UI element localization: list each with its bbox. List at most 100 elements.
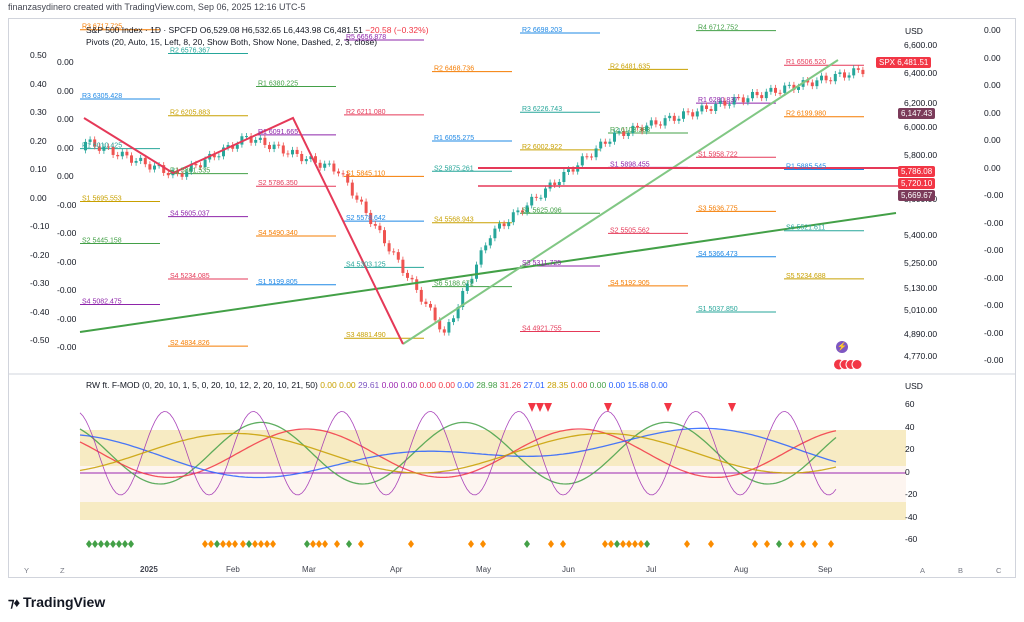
signal-marker (202, 540, 208, 548)
corner-button-right[interactable]: A (920, 566, 926, 575)
signal-marker (620, 540, 626, 548)
candle (488, 238, 492, 246)
candle (838, 72, 842, 74)
price-tag-symbol: SPX (879, 58, 898, 67)
candle (695, 111, 699, 117)
candle (824, 75, 828, 81)
rw-legend-value: 0.00 (568, 380, 588, 390)
currency-label: USD (905, 26, 923, 36)
signal-marker (346, 540, 352, 548)
x-axis-label: 2025 (140, 565, 158, 574)
candle (465, 283, 469, 291)
pivot-label: S4 5568.943 (434, 217, 474, 224)
left-axis-label: -0.50 (30, 335, 50, 345)
signal-marker (226, 540, 232, 548)
rw-legend-value: 0.00 (587, 380, 607, 390)
candle (622, 131, 626, 136)
right-axis-far: 0.00 (984, 107, 1001, 118)
candle (599, 141, 603, 149)
pivots-legend[interactable]: Pivots (20, Auto, 15, Left, 8, 20, Show … (86, 37, 378, 47)
signal-marker (264, 540, 270, 548)
right-axis-far: 0.00 (984, 52, 1001, 63)
left-axis-inner-label: 0.00 (57, 57, 74, 67)
candle (116, 154, 120, 157)
signal-marker (246, 540, 252, 548)
candle (111, 146, 115, 155)
signal-marker (304, 540, 310, 548)
candle (571, 169, 575, 172)
rw-legend-value: 0.00 (336, 380, 356, 390)
candle (452, 318, 455, 323)
right-axis-far: -0.00 (984, 355, 1004, 365)
candle (387, 243, 391, 252)
price-chart[interactable]: R3 6717.725 R4 6712.752 R2 6698.203 R5 6656… (8, 18, 1016, 578)
corner-button-right[interactable]: B (958, 566, 964, 575)
candle (856, 68, 860, 70)
candle (314, 156, 317, 163)
rw-legend-value: 0.00 (379, 380, 399, 390)
candle (806, 80, 810, 83)
candle (617, 131, 621, 133)
brand-logo: ⁊♦ TradingView (8, 594, 105, 611)
pivot-label: S1 5625.096 (522, 207, 562, 214)
currency-label-indicator: USD (905, 381, 923, 391)
pivot-label: R1 6091.665 (258, 129, 298, 136)
candle (429, 303, 432, 308)
pivot-label: S2 5505.562 (610, 227, 650, 234)
right-axis-price: 4,890.00 (904, 329, 938, 339)
candle (737, 97, 741, 99)
pivot-label: S1 5845.110 (346, 170, 385, 177)
corner-button-left[interactable]: Y (24, 566, 30, 575)
rw-legend-value: 28.35 (544, 380, 569, 390)
signal-marker (214, 540, 220, 548)
candle (162, 165, 166, 173)
rw-legend[interactable]: RW ft. F-MOD (0, 20, 10, 1, 5, 0, 20, 10… (86, 380, 668, 390)
corner-button-left[interactable]: Z (60, 566, 65, 575)
candle (700, 105, 704, 112)
candle (553, 182, 557, 185)
signal-marker (614, 540, 620, 548)
candle (640, 127, 644, 132)
x-axis-label: May (476, 565, 492, 574)
candle (130, 155, 133, 163)
pivot-label: S3 5311.725 (522, 260, 561, 267)
signal-marker (608, 540, 614, 548)
signal-marker (310, 540, 316, 548)
rw-legend-value: 29.61 (355, 380, 380, 390)
signal-marker (548, 540, 554, 548)
candle (419, 289, 423, 302)
right-axis-price: 6,200.00 (904, 98, 938, 108)
candle (199, 165, 202, 168)
rw-axis-label: 60 (905, 399, 915, 409)
pivot-label: R2 6481.635 (610, 63, 650, 70)
right-axis-price: 6,600.00 (904, 40, 938, 50)
pivot-label: R2 6468.736 (434, 66, 474, 73)
candle (226, 145, 230, 148)
rw-legend-value: 0.00 (606, 380, 626, 390)
pivot-label: S6 5521.611 (786, 225, 825, 232)
candle (484, 245, 488, 251)
signal-marker (240, 540, 246, 548)
pivot-label: R1 6380.225 (258, 80, 298, 87)
pivot-label: S4 5234.085 (170, 273, 210, 280)
candle (645, 125, 649, 132)
corner-button-right[interactable]: C (996, 566, 1002, 575)
candle (120, 151, 124, 157)
left-axis-label: -0.30 (30, 278, 50, 288)
lightning-icon[interactable]: ⚡ (836, 341, 848, 353)
flags-icon[interactable] (834, 357, 864, 370)
indicator-line (79, 432, 837, 474)
candle (212, 153, 216, 158)
candle (585, 156, 589, 158)
candle (291, 149, 294, 155)
right-axis-price: 6,400.00 (904, 68, 938, 78)
price-tag: SPX 6,481.51 (876, 57, 932, 68)
pivot-label: S1 5898.455 (610, 161, 650, 168)
candle (861, 69, 865, 75)
price-tag-value: 5,720.10 (901, 179, 933, 188)
candle (332, 163, 336, 172)
pivot-label: S1 5958.722 (698, 151, 738, 158)
indicator-band-bottom (80, 502, 906, 520)
signal-marker (812, 540, 818, 548)
candle (475, 264, 478, 279)
